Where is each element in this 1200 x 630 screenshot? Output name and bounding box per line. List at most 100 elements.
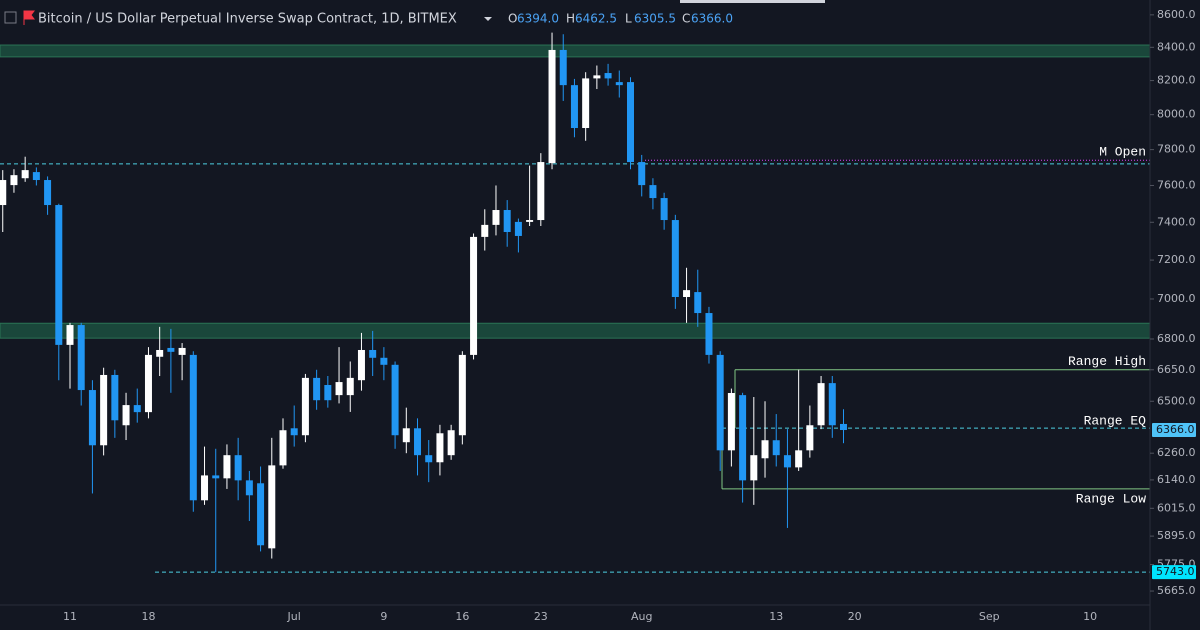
candle-body [122,405,130,426]
y-tick-label: 7200.0 [1157,253,1196,266]
ohlc-value: 6394.0 [517,12,559,26]
candle-body [335,382,343,396]
level-label: M Open [1099,145,1146,160]
price-tag-label: 6366.0 [1156,423,1195,436]
y-tick-label: 8400.0 [1157,40,1196,53]
candle-body [201,475,209,501]
ohlc-legend: O 6394.0 H 6462.5 L 6305.5 C 6366.0 [508,12,733,26]
candle-body [391,364,399,436]
candle-body [425,455,433,463]
candle-body [492,210,500,225]
candle-body [716,354,724,451]
candle-body [44,180,52,206]
candle-body [548,49,556,164]
expand-icon[interactable] [4,11,17,24]
candle-body [514,221,522,236]
candle-body [369,349,377,358]
y-tick-label: 7600.0 [1157,178,1196,191]
candle-body [828,383,836,426]
ohlc-value: 6305.5 [634,12,676,26]
zone [0,44,1151,58]
candle-body [66,325,74,345]
candle-body [245,480,253,496]
x-tick-label: 23 [534,610,548,623]
y-tick-label: 6650.0 [1157,363,1196,376]
candle-body [559,49,567,86]
plot-area: M Open Range High Range EQ Range Low [0,32,1151,573]
candle-body [627,82,634,163]
candle-body [481,224,489,237]
dropdown-caret[interactable] [484,17,492,21]
price-tag [1152,423,1196,438]
candle-body [380,357,388,365]
candle-body [301,377,309,436]
candle-body [817,383,825,426]
candle-body [761,440,769,459]
y-tick-label: 8600.0 [1157,8,1196,21]
x-tick-label: Aug [631,610,652,623]
candle-body [694,292,702,314]
x-tick-label: 13 [769,610,783,623]
candle-body [178,347,186,355]
y-tick-label: 6260.0 [1157,446,1196,459]
candle-body [503,210,511,233]
zone [0,322,1151,339]
candle-body [346,377,354,396]
candle-body [111,374,119,421]
candle-body [660,198,668,221]
candle-body [268,465,276,549]
y-tick-label: 5895.0 [1157,529,1196,542]
flag-icon[interactable] [23,10,35,25]
candle-body [795,450,803,468]
candle-body [88,390,96,446]
candle-body [32,172,40,181]
symbol-title[interactable]: Bitcoin / US Dollar Perpetual Inverse Sw… [38,12,457,27]
candle-body [458,354,466,436]
y-tick-label: 5665.0 [1157,584,1196,597]
candle-body [223,455,231,479]
candle-body [402,428,410,443]
candle-body [133,405,141,413]
candle-body [526,220,534,222]
candle-body [167,347,175,352]
y-tick-label: 6800.0 [1157,332,1196,345]
x-tick-label: 18 [141,610,155,623]
ohlc-key: H [566,12,575,26]
candle-body [257,483,265,546]
candle-body [739,395,747,481]
candle-body [77,325,85,391]
x-tick-label: Jul [287,610,301,623]
candle-body [839,423,847,431]
x-tick-label: 9 [380,610,387,623]
candle-body [436,433,444,463]
y-tick-label: 8200.0 [1157,74,1196,87]
candle-body [212,475,220,479]
candle-body [414,428,422,456]
level-label: Range High [1068,354,1146,369]
y-tick-label: 8000.0 [1157,108,1196,121]
candle-body [806,425,814,451]
y-tick-label: 6140.0 [1157,473,1196,486]
price-tag [1152,565,1196,580]
candle-body [447,430,455,456]
candle-body [783,455,791,468]
candle-body [234,455,242,481]
level-label: Range EQ [1084,414,1147,429]
toolbar-strip [680,0,825,3]
ohlc-key: C [682,12,690,26]
candle-body [570,85,578,129]
candle-body [357,349,365,381]
candle-body [593,75,601,79]
candle-body [638,162,646,186]
ohlc-value: 6462.5 [575,12,617,26]
candle-body [313,377,321,401]
candle-body [772,440,780,456]
x-tick-label: 11 [63,610,77,623]
candle-body [144,354,152,413]
ohlc-value: 6366.0 [691,12,733,26]
candle-body [604,73,612,79]
candle-body [649,185,657,199]
